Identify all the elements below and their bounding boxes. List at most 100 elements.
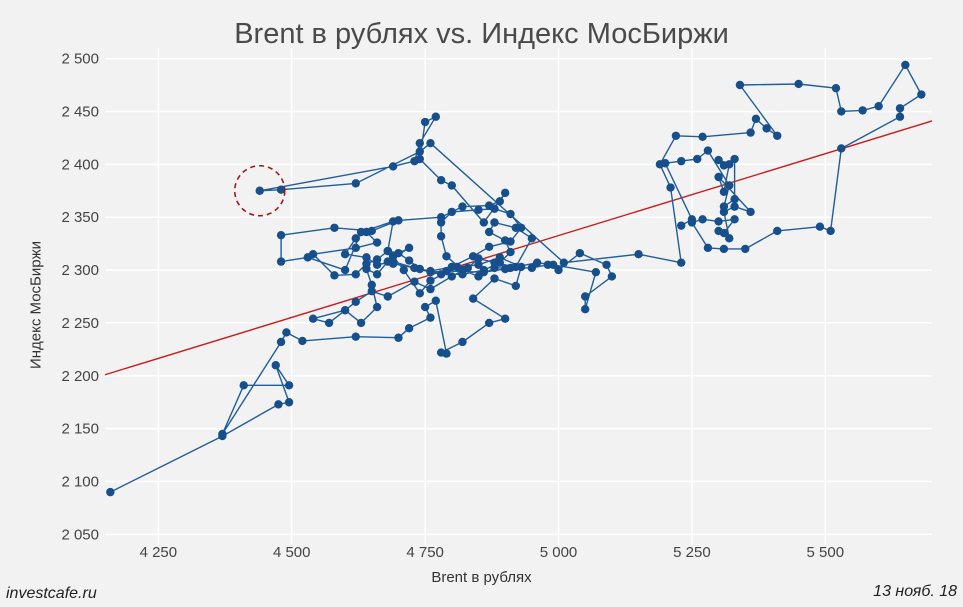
y-tick-label: 2 150 — [61, 421, 99, 438]
data-point — [383, 246, 392, 256]
x-axis-ticks: 4 250 4 500 4 750 5 000 5 250 5 500 — [140, 544, 844, 561]
data-point — [735, 80, 745, 90]
data-point — [298, 336, 307, 346]
data-point — [484, 227, 494, 237]
data-point — [762, 124, 771, 133]
y-tick-label: 2 350 — [61, 209, 99, 226]
data-point — [677, 156, 686, 166]
data-point — [746, 128, 755, 137]
data-point — [815, 222, 825, 231]
grid — [105, 48, 932, 545]
data-point — [351, 243, 360, 253]
data-point — [436, 212, 446, 222]
y-axis-ticks: 2 050 2 100 2 150 2 200 2 250 2 300 2 350 2 400… — [61, 51, 99, 544]
data-point — [372, 270, 382, 279]
x-tick-label: 4 250 — [140, 544, 178, 561]
data-point — [677, 221, 686, 230]
data-point — [458, 202, 467, 211]
data-point — [276, 257, 286, 266]
data-point — [431, 296, 440, 305]
data-point — [714, 172, 723, 182]
data-point — [356, 227, 366, 237]
data-point — [239, 381, 248, 390]
points-group — [106, 60, 926, 497]
data-point — [741, 244, 750, 254]
data-point — [516, 223, 526, 232]
data-point — [495, 258, 505, 267]
data-point — [479, 218, 489, 227]
data-point — [693, 154, 702, 164]
data-point — [436, 348, 446, 357]
y-tick-label: 2 200 — [61, 368, 99, 385]
data-point — [426, 284, 435, 294]
data-point — [426, 313, 435, 322]
data-point — [303, 253, 312, 262]
data-point — [282, 328, 291, 337]
data-point — [554, 265, 563, 275]
data-point — [895, 112, 905, 121]
x-tick-label: 4 500 — [273, 544, 311, 561]
data-point — [500, 188, 510, 198]
data-point — [794, 79, 803, 89]
data-point — [831, 83, 841, 93]
data-point — [284, 381, 294, 390]
y-tick-label: 2 450 — [61, 103, 99, 120]
data-point — [447, 181, 457, 190]
data-point — [698, 132, 707, 142]
data-point — [340, 250, 350, 259]
data-point — [415, 289, 424, 298]
data-point — [372, 238, 382, 247]
data-point — [255, 186, 264, 195]
data-point — [719, 202, 729, 211]
data-point — [837, 144, 846, 153]
date-label: 13 нояб. 18 — [873, 583, 957, 600]
data-point — [404, 243, 414, 253]
data-point — [773, 226, 782, 236]
data-point — [773, 131, 782, 140]
data-point — [858, 106, 867, 115]
data-point — [479, 267, 489, 277]
data-point — [506, 209, 515, 219]
data-point — [730, 195, 739, 204]
data-point — [677, 258, 686, 267]
data-point — [484, 201, 494, 210]
data-point — [506, 247, 515, 257]
data-point — [362, 259, 371, 268]
data-point — [714, 217, 723, 226]
data-point — [474, 260, 483, 269]
data-point — [458, 265, 467, 275]
data-point — [415, 147, 424, 156]
y-tick-label: 2 100 — [61, 474, 99, 491]
data-point — [671, 131, 681, 140]
data-point — [698, 215, 707, 224]
data-point — [420, 117, 430, 127]
data-point — [372, 260, 382, 269]
y-tick-label: 2 050 — [61, 526, 99, 543]
data-point — [634, 250, 643, 259]
data-point — [274, 400, 283, 409]
data-point — [484, 242, 494, 251]
data-point — [420, 302, 430, 312]
data-point — [874, 101, 883, 111]
data-point — [388, 259, 398, 268]
trendline — [104, 120, 933, 376]
data-point — [527, 263, 537, 273]
data-point — [351, 179, 360, 188]
source-label: investcafe.ru — [6, 585, 97, 602]
x-tick-label: 5 000 — [540, 544, 578, 561]
data-point — [490, 274, 499, 283]
data-point — [591, 267, 601, 277]
x-axis-label: Brent в рублях — [431, 569, 532, 586]
data-point — [495, 197, 505, 206]
data-point — [351, 270, 360, 279]
y-axis-label: Индекс МосБиржи — [27, 240, 45, 370]
data-point — [666, 183, 675, 192]
data-point — [703, 146, 713, 155]
data-point — [276, 337, 286, 347]
data-point — [351, 297, 360, 306]
data-point — [714, 155, 723, 165]
data-point — [506, 237, 515, 246]
y-tick-label: 2 250 — [61, 315, 99, 332]
chart-title: Brent в рублях vs. Индекс МосБиржи — [234, 18, 729, 50]
